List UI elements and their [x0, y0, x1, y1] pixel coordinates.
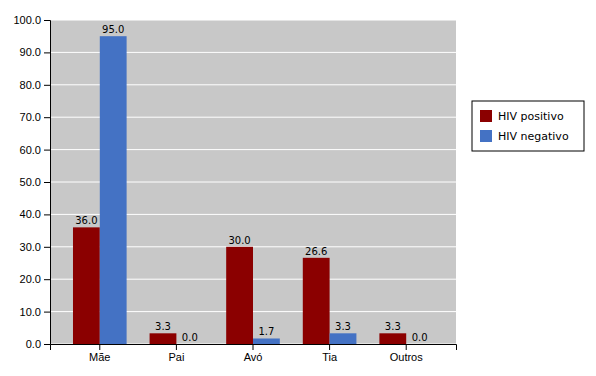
tick-label: 40.0	[20, 208, 41, 220]
tick: 30.0	[20, 241, 50, 253]
legend-swatch	[480, 110, 492, 122]
tick-label: 90.0	[20, 46, 41, 58]
tick-label: Avó	[244, 351, 263, 363]
tick-mark	[44, 344, 50, 345]
tick-label: Outros	[390, 351, 424, 363]
chart: 0.0 10.0 20.0 30.0 40.0 50.0 60.0 70.0 80.0 90.0 1…	[0, 0, 596, 376]
tick-mark	[44, 312, 50, 313]
bar	[406, 344, 433, 345]
tick: 20.0	[20, 273, 50, 285]
tick: Mãe	[89, 344, 110, 363]
plot-background	[50, 20, 456, 344]
legend-label: HIV negativo	[498, 130, 569, 143]
tick-mark	[406, 344, 407, 350]
tick: 50.0	[20, 176, 50, 188]
tick-label: 10.0	[20, 306, 41, 318]
grid-line	[50, 20, 456, 21]
tick: 60.0	[20, 144, 50, 156]
data-label: 95.0	[102, 24, 124, 35]
tick-label: Pai	[168, 351, 184, 363]
legend-swatch	[480, 130, 492, 142]
tick-label: 30.0	[20, 241, 41, 253]
tick: 90.0	[20, 46, 50, 58]
y-axis: 0.0 10.0 20.0 30.0 40.0 50.0 60.0 70.0 80.0 90.0 1…	[13, 14, 50, 350]
data-label: 3.3	[385, 321, 401, 332]
bar	[150, 333, 177, 344]
tick: 100.0	[13, 14, 50, 26]
tick-mark	[44, 150, 50, 151]
bar	[303, 258, 330, 344]
bar	[100, 36, 127, 344]
tick: 40.0	[20, 208, 50, 220]
data-labels: 36.0 3.3 30.0 26.6 3.3 95.0 0.0 1.7 3.3 0.0	[75, 24, 427, 343]
tick: Pai	[168, 344, 184, 363]
bar	[73, 227, 100, 344]
data-label: 0.0	[412, 332, 428, 343]
bar	[253, 338, 280, 344]
axis-line	[44, 21, 51, 345]
tick-label: 100.0	[13, 14, 41, 26]
tick-label: Tia	[322, 351, 338, 363]
tick: 80.0	[20, 79, 50, 91]
x-axis: Mãe Pai Avó Tia Outros	[51, 344, 457, 363]
bar	[176, 344, 203, 345]
data-label: 3.3	[155, 321, 171, 332]
grid	[50, 20, 456, 344]
legend-item: HIV negativo	[480, 130, 569, 143]
tick-mark	[44, 247, 50, 248]
legend-label: HIV positivo	[498, 110, 564, 123]
tick-label: 0.0	[26, 338, 41, 350]
tick-mark	[329, 344, 330, 350]
tick: Outros	[390, 344, 424, 363]
data-label: 36.0	[75, 215, 97, 226]
tick-mark	[44, 117, 50, 118]
tick: Tia	[322, 344, 338, 363]
axis-line	[51, 345, 457, 351]
tick-mark	[176, 344, 177, 350]
data-label: 30.0	[228, 235, 250, 246]
data-label: 26.6	[305, 246, 327, 257]
tick-mark	[44, 214, 50, 215]
bars	[73, 36, 406, 344]
tick: Avó	[244, 344, 263, 363]
data-label: 1.7	[258, 326, 274, 337]
tick: 0.0	[26, 338, 50, 350]
tick-mark	[44, 20, 50, 21]
tick-label: 50.0	[20, 176, 41, 188]
bar	[330, 333, 357, 344]
data-label: 3.3	[335, 321, 351, 332]
tick-label: 60.0	[20, 144, 41, 156]
tick-mark	[44, 182, 50, 183]
tick-label: 70.0	[20, 111, 41, 123]
data-label: 0.0	[182, 332, 198, 343]
tick-mark	[44, 52, 50, 53]
tick-mark	[44, 85, 50, 86]
tick-label: 80.0	[20, 79, 41, 91]
tick-mark	[99, 344, 100, 350]
tick-mark	[253, 344, 254, 350]
legend-item: HIV positivo	[480, 110, 564, 123]
tick-label: 20.0	[20, 273, 41, 285]
legend: HIV positivo HIV negativo	[472, 101, 584, 151]
tick-mark	[44, 279, 50, 280]
tick: 70.0	[20, 111, 50, 123]
legend-frame	[472, 101, 584, 151]
tick-label: Mãe	[89, 351, 110, 363]
tick: 10.0	[20, 306, 50, 318]
bar	[226, 247, 253, 344]
bar	[379, 333, 406, 344]
